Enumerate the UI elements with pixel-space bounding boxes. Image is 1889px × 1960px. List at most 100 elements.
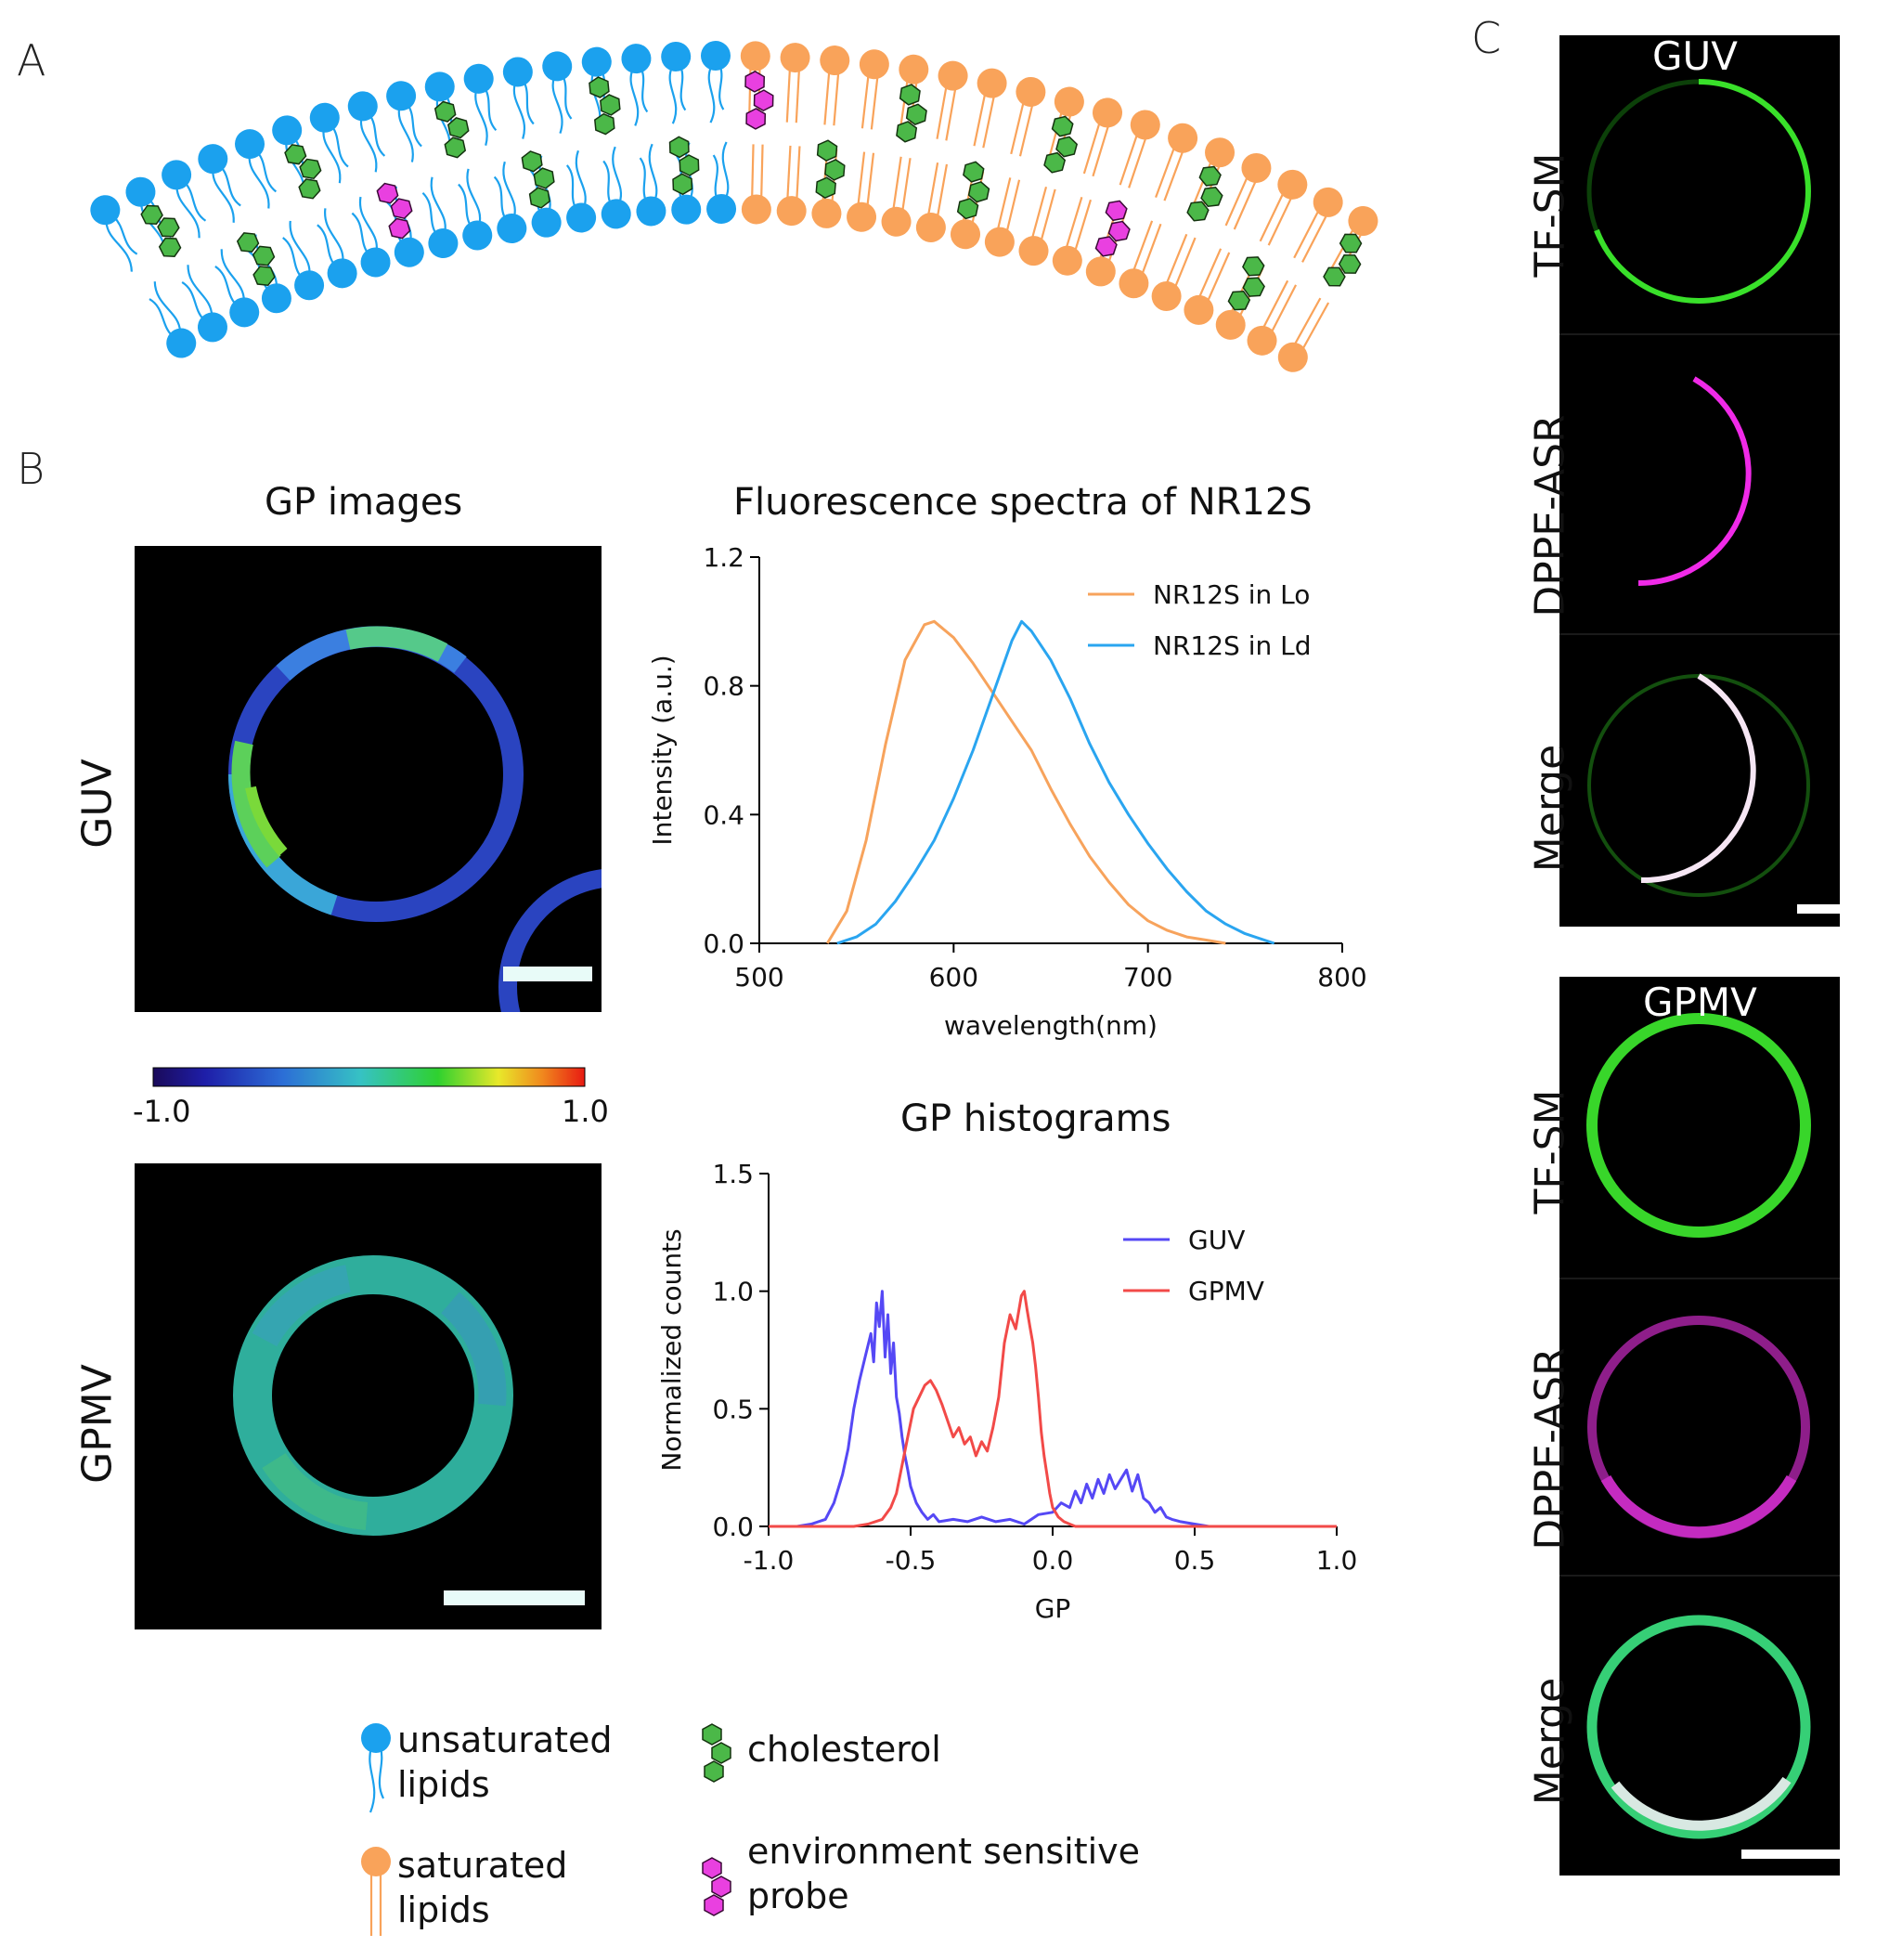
- gpmv-column-title: GPMV: [1643, 980, 1757, 1025]
- cholesterol-icon: [702, 1723, 731, 1783]
- probe-molecule: [744, 71, 774, 130]
- cholesterol-molecule: [956, 161, 990, 220]
- saturated-lipid: [820, 45, 850, 126]
- saturated-lipid: [1184, 248, 1231, 325]
- y-tick-label: 0.5: [712, 1394, 754, 1424]
- unsaturated-lipid: [493, 161, 527, 244]
- saturated-lipid: [780, 43, 810, 123]
- cholesterol-molecule: [1043, 115, 1079, 174]
- saturated-lipid: [881, 156, 912, 237]
- unsaturated-lipid: [458, 168, 493, 251]
- guv-gp-image: [135, 546, 602, 1012]
- panel-label-a: A: [17, 35, 46, 85]
- saturated-lipid: [973, 68, 1007, 149]
- y-tick-label: 0.4: [703, 799, 744, 830]
- saturated-lipid: [1018, 186, 1056, 266]
- unsaturated-lipid-icon: [361, 1723, 391, 1813]
- series-line-1: [769, 1290, 1337, 1528]
- c-gpmv-label-dppe: DPPE-ASR: [1526, 1347, 1574, 1551]
- spectra-title: Fluorescence spectra of NR12S: [733, 481, 1313, 524]
- gp-images-title: GP images: [265, 481, 463, 524]
- unsaturated-lipid: [621, 44, 652, 126]
- saturated-lipid: [1082, 97, 1123, 177]
- unsaturated-lipid: [162, 160, 207, 239]
- cholesterol-molecule: [140, 204, 182, 257]
- guv-asr-arc: [1637, 376, 1752, 587]
- legend-cholesterol-label: cholesterol: [747, 1729, 941, 1770]
- unsaturated-lipid: [421, 176, 459, 259]
- x-tick-label: -1.0: [744, 1545, 795, 1576]
- x-tick-label: 1.0: [1316, 1545, 1358, 1576]
- unsaturated-lipid: [542, 51, 573, 134]
- cholesterol-molecule: [1227, 256, 1265, 311]
- series-line-1: [826, 619, 1226, 945]
- c-gpmv-label-tfsm: TF-SM: [1526, 1089, 1574, 1214]
- saturated-lipid: [915, 162, 949, 242]
- unsaturated-lipid: [601, 146, 631, 229]
- saturated-lipid: [1151, 233, 1197, 312]
- x-axis-label: GP: [1035, 1593, 1071, 1624]
- probe-molecule: [1094, 200, 1131, 257]
- guv-row-label: GUV: [73, 759, 122, 849]
- x-tick-label: 0.0: [1032, 1545, 1074, 1576]
- unsaturated-lipid: [636, 143, 666, 227]
- scale-bar: [503, 967, 592, 981]
- membrane-bilayer-diagram: [90, 41, 1378, 372]
- probe-molecule: [376, 182, 413, 240]
- x-tick-label: 700: [1123, 962, 1172, 993]
- saturated-lipid: [741, 144, 771, 225]
- saturated-lipid: [1247, 279, 1298, 356]
- panel-label-b: B: [17, 444, 45, 494]
- colorbar-max-label: 1.0: [562, 1094, 609, 1129]
- unsaturated-lipid: [706, 141, 737, 225]
- c-gpmv-label-merge: Merge: [1526, 1677, 1574, 1806]
- unsaturated-lipid: [235, 129, 278, 209]
- y-tick-label: 1.2: [703, 542, 744, 573]
- legend-label-2: NR12S in Ld: [1153, 630, 1312, 661]
- saturated-lipid: [1155, 123, 1198, 201]
- unsaturated-lipid: [309, 102, 349, 184]
- unsaturated-lipid: [565, 149, 597, 233]
- series-line-2: [836, 619, 1275, 945]
- legend-molecule-icons: [702, 1723, 731, 1916]
- saturated-lipid: [1224, 152, 1272, 230]
- unsaturated-lipid: [181, 265, 227, 343]
- scale-bar: [1741, 1850, 1840, 1859]
- saturated-lipid: [1119, 220, 1162, 299]
- y-tick-label: 0.0: [712, 1512, 754, 1542]
- saturated-lipid: [984, 177, 1021, 257]
- gpmv-row-label: GPMV: [73, 1364, 122, 1484]
- legend-saturated-label: saturated lipids: [397, 1845, 568, 1930]
- unsaturated-lipid: [463, 63, 498, 146]
- histogram-title: GP histograms: [900, 1097, 1171, 1140]
- scale-bar: [1797, 904, 1840, 914]
- unsaturated-lipid: [351, 196, 391, 278]
- y-tick-label: 1.5: [712, 1159, 754, 1189]
- saturated-lipid: [847, 151, 877, 232]
- guv-microscopy-stack: [1559, 35, 1840, 927]
- y-tick-label: 0.0: [703, 928, 744, 959]
- cholesterol-molecule: [433, 100, 470, 159]
- unsaturated-lipid: [502, 57, 535, 139]
- legend-probe-label: environment sensitive probe: [747, 1831, 1141, 1916]
- bilayer-lipids: [90, 41, 1378, 372]
- x-axis-label: wavelength(nm): [944, 1010, 1158, 1041]
- unsaturated-lipid: [661, 41, 692, 124]
- legend-unsaturated-label: unsaturated lipids: [397, 1720, 613, 1805]
- unsaturated-lipid: [317, 208, 357, 289]
- x-tick-label: 0.5: [1174, 1545, 1216, 1576]
- guv-neighbor-ring: [498, 869, 602, 1012]
- unsaturated-lipid: [90, 195, 138, 272]
- cholesterol-molecule: [589, 76, 621, 136]
- colorbar-min-label: -1.0: [133, 1094, 191, 1129]
- y-tick-label: 1.0: [712, 1277, 754, 1307]
- gpmv-merge-ring: [1586, 1615, 1811, 1839]
- cholesterol-molecule: [815, 139, 846, 200]
- saturated-lipid: [1277, 297, 1330, 372]
- x-tick-label: 800: [1317, 962, 1366, 993]
- scale-bar: [444, 1590, 585, 1605]
- c-guv-label-dppe: DPPE-ASR: [1526, 414, 1574, 617]
- saturated-lipid: [936, 60, 968, 141]
- x-tick-label: 500: [734, 962, 783, 993]
- x-tick-label: 600: [929, 962, 978, 993]
